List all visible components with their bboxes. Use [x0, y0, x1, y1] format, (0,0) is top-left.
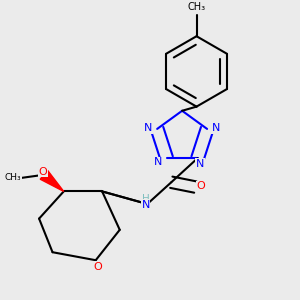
Text: O: O	[39, 167, 47, 177]
Text: N: N	[212, 123, 220, 133]
Text: O: O	[197, 181, 206, 191]
Text: N: N	[154, 157, 163, 167]
Text: N: N	[142, 200, 150, 210]
Text: H: H	[142, 194, 150, 204]
Text: N: N	[144, 123, 152, 133]
Text: CH₃: CH₃	[4, 173, 21, 182]
Text: O: O	[93, 262, 102, 272]
Text: N: N	[196, 159, 204, 169]
Text: CH₃: CH₃	[188, 2, 206, 12]
Polygon shape	[40, 170, 64, 191]
